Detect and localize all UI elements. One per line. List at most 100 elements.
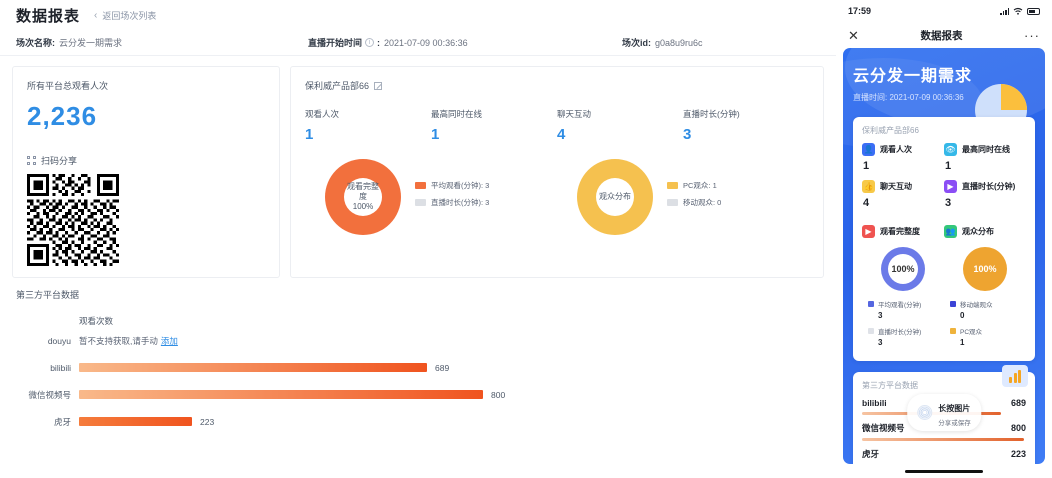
- mobile-kpi-views-label: 观看人次: [880, 145, 912, 154]
- mobile-kpi-chat-value: 4: [863, 197, 870, 209]
- platform-note: 暂不支持获取,请手动: [79, 335, 158, 346]
- fingerprint-icon: [917, 405, 933, 420]
- legend-item: PC观众: 1: [667, 180, 721, 191]
- hero-time-value: 2021-07-09 00:36:36: [889, 93, 964, 102]
- status-time: 17:59: [848, 6, 872, 16]
- mobile-status-bar: 17:59: [836, 0, 1052, 22]
- scan-share-row[interactable]: 扫码分享: [27, 154, 265, 167]
- mobile-kpi-grid: 👤 观看人次 1 👁 最高同时在线 1 👍: [862, 143, 1026, 217]
- mobile-completion-ring: 100%: [881, 247, 925, 291]
- chevron-left-icon: ‹: [94, 9, 98, 21]
- audience-chart-group: 观众分布 PC观众: 1 移动观众: 0: [557, 159, 809, 235]
- stat-duration-value: 3: [683, 126, 692, 143]
- mobile-bar-value: 689: [1010, 398, 1026, 408]
- stat-chat: 聊天互动 4: [557, 108, 683, 143]
- legend-swatch: [868, 301, 874, 307]
- session-meta-bar: 场次名称: 云分发一期需求 直播开始时间 i : 2021-07-09 00:3…: [0, 30, 836, 56]
- bar-chart-icon: [1002, 365, 1028, 387]
- mobile-preview-panel: 17:59 ✕ 数据报表 ··· 云分发一期需求: [836, 0, 1052, 478]
- session-id-label: 场次id:: [622, 38, 651, 48]
- desktop-report-panel: 数据报表 ‹ 返回场次列表 场次名称: 云分发一期需求 直播开始时间 i : 2…: [0, 0, 836, 478]
- mobile-kpi-duration-label: 直播时长(分钟): [962, 182, 1016, 191]
- back-to-session-list-link[interactable]: ‹ 返回场次列表: [94, 9, 156, 22]
- mobile-kpi-duration: ▶ 直播时长(分钟) 3: [944, 180, 1026, 209]
- mobile-hero: 云分发一期需求 直播时间: 2021-07-09 00:36:36 保利威产品部…: [843, 48, 1045, 464]
- start-time-colon: :: [377, 37, 381, 48]
- mobile-kpi-views: 👤 观看人次 1: [862, 143, 944, 172]
- hero-heading: 云分发一期需求: [853, 68, 973, 85]
- legend-item: PC观众: [950, 326, 1026, 336]
- hero-time-label: 直播时间:: [853, 93, 888, 102]
- start-time-label: 直播开始时间: [308, 38, 363, 48]
- session-name-value: 云分发一期需求: [59, 38, 123, 48]
- mobile-channel-name: 保利威产品部66: [862, 126, 919, 135]
- eye-icon: 👁: [944, 143, 957, 156]
- platform-value: 223: [200, 416, 215, 427]
- hero-time: 直播时间: 2021-07-09 00:36:36: [853, 92, 1035, 103]
- session-id-block: 场次id: g0a8u9ru6c: [622, 36, 703, 49]
- scan-share-label: 扫码分享: [41, 156, 78, 166]
- platform-value: 689: [435, 362, 450, 373]
- third-party-table: 观看次数 douyu 暂不支持获取,请手动 添加 bilibili 689 微信…: [16, 315, 820, 435]
- audience-donut: 观众分布: [577, 159, 653, 235]
- toast-line-1: 长按图片: [938, 404, 971, 413]
- mobile-kpi-peak: 👁 最高同时在线 1: [944, 143, 1026, 172]
- video-icon: ▶: [944, 180, 957, 193]
- people-icon: 👥: [944, 225, 957, 238]
- table-row: 微信视频号 800: [16, 381, 820, 408]
- legend-value: 3: [878, 338, 883, 347]
- mobile-nav-bar: ✕ 数据报表 ···: [836, 22, 1052, 48]
- stat-chat-value: 4: [557, 126, 566, 143]
- toast-text: 长按图片 分享或保存: [938, 398, 971, 427]
- info-icon[interactable]: i: [365, 38, 375, 47]
- mobile-audience-chart: 👥 观众分布 100% 移动端观众 0: [944, 225, 1026, 353]
- mobile-bar-name: bilibili: [862, 398, 887, 408]
- legend-value: 0: [960, 311, 965, 320]
- total-viewers-label: 所有平台总观看人次: [27, 81, 109, 91]
- qr-code-icon: [27, 156, 36, 165]
- add-link[interactable]: 添加: [160, 335, 178, 346]
- legend-swatch: [415, 182, 426, 189]
- start-time-block: 直播开始时间 i : 2021-07-09 00:36:36: [308, 36, 468, 49]
- wifi-icon: [1013, 7, 1023, 15]
- table-row: bilibili 689: [16, 354, 820, 381]
- legend-swatch: [667, 182, 678, 189]
- platform-name: 虎牙: [53, 416, 71, 427]
- audience-donut-title: 观众分布: [599, 192, 631, 201]
- page-title: 数据报表: [16, 7, 81, 25]
- legend-value: 1: [960, 338, 965, 347]
- legend-value: 3: [878, 311, 883, 320]
- mobile-audience-value: 100%: [973, 264, 997, 274]
- edit-icon[interactable]: [374, 81, 383, 90]
- mobile-completion-legend: 平均观看(分钟) 3 直播时长(分钟) 3: [862, 299, 944, 347]
- platform-name: 微信视频号: [28, 389, 71, 400]
- third-party-title: 第三方平台数据: [16, 290, 80, 300]
- desktop-header: 数据报表 ‹ 返回场次列表: [0, 0, 836, 30]
- user-icon: 👤: [862, 143, 875, 156]
- stat-views-label: 观看人次: [305, 109, 340, 119]
- mobile-bar-row: 微信视频号 800: [862, 422, 1026, 441]
- platform-name: bilibili: [50, 362, 71, 373]
- more-icon[interactable]: ···: [1024, 27, 1040, 43]
- completion-donut-center: 观看完整度 100%: [344, 178, 382, 216]
- close-icon[interactable]: ✕: [848, 27, 859, 43]
- desktop-cards-row: 所有平台总观看人次 2,236 扫码分享: [0, 56, 836, 278]
- session-name-label: 场次名称:: [16, 38, 55, 48]
- mobile-title: 数据报表: [920, 29, 963, 42]
- table-row: 虎牙 223: [16, 408, 820, 435]
- channel-stats-card: 保利威产品部66 观看人次 1 最高同时在线 1 聊天互动 4: [290, 66, 824, 278]
- mobile-kpi-card: 保利威产品部66 👤 观看人次 1 👁 最高同时在线: [853, 117, 1035, 361]
- completion-chart-group: 观看完整度 100% 平均观看(分钟): 3 直播时长(分钟):: [305, 159, 557, 235]
- platform-bar: [79, 417, 192, 426]
- third-party-section: 第三方平台数据 观看次数 douyu 暂不支持获取,请手动 添加 bilibil…: [0, 278, 836, 435]
- legend-label: 移动端观众: [960, 302, 993, 309]
- mobile-third-party-title: 第三方平台数据: [862, 381, 918, 390]
- mobile-audience-title: 观众分布: [962, 227, 994, 236]
- legend-item: 直播时长(分钟): 3: [415, 197, 489, 208]
- stat-views: 观看人次 1: [305, 108, 431, 143]
- completion-donut-title: 观看完整度: [347, 182, 379, 201]
- mobile-kpi-peak-label: 最高同时在线: [962, 145, 1010, 154]
- start-time-value: 2021-07-09 00:36:36: [384, 37, 468, 48]
- legend-text: 移动观众: 0: [683, 198, 722, 207]
- mobile-kpi-views-value: 1: [863, 160, 870, 172]
